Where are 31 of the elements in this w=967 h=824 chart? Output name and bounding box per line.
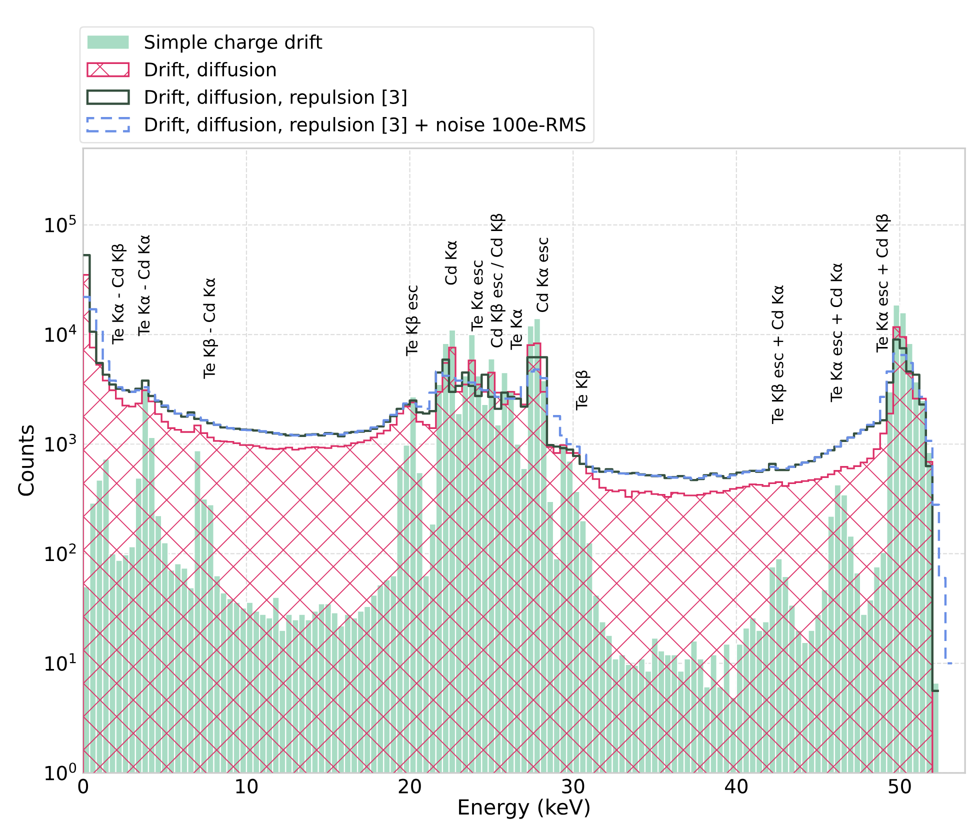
annotation: Te Kα esc + Cd Kα [830,263,842,402]
x-tick-label: 50 [888,778,911,794]
annotation: Te Kβ esc + Cd Kα [771,286,786,424]
x-tick-label: 20 [398,778,421,794]
legend-label: Drift, diffusion, repulsion [3] [146,90,406,108]
y-tick-label: 10$^{0}$ [46,762,76,780]
legend-label: Drift, diffusion [146,62,276,78]
annotation: Te Kα [510,309,522,350]
annotation: Cd Kα [444,240,457,285]
x-tick-label: 10 [236,778,258,794]
annotation: Te Kα - Cd Kα [138,235,150,336]
legend-label: Simple charge drift [144,34,322,53]
y-tick-label: 10$^{2}$ [46,543,76,562]
x-tick-label: 40 [725,778,748,794]
x-tick-label: 30 [562,778,584,794]
annotation: Cd Kβ esc / Cd Kβ [490,214,506,348]
y-tick-label: 10$^{4}$ [46,324,76,342]
annotation: Te Kβ [575,370,590,410]
y-axis-title: Counts [18,425,34,496]
annotation: Te Kβ - Cd Kα [203,278,218,379]
y-tick-label: 10$^{5}$ [46,214,76,232]
annotation: Te Kα esc [471,260,483,332]
annotation: Te Kα - Cd Kβ [112,244,127,344]
legend-label: Drift, diffusion, repulsion [3] + noise 100e-RMS [146,117,586,136]
y-tick-label: 10$^{1}$ [46,653,76,671]
annotation: Te Kβ esc [406,286,420,356]
annotation: Cd Kα esc [536,238,548,312]
x-tick-label: 0 [78,778,88,794]
y-tick-label: 10$^{3}$ [46,434,76,452]
annotation: Te Kα esc + Cd Kβ [876,214,891,352]
x-axis-title: Energy (keV) [459,798,590,819]
